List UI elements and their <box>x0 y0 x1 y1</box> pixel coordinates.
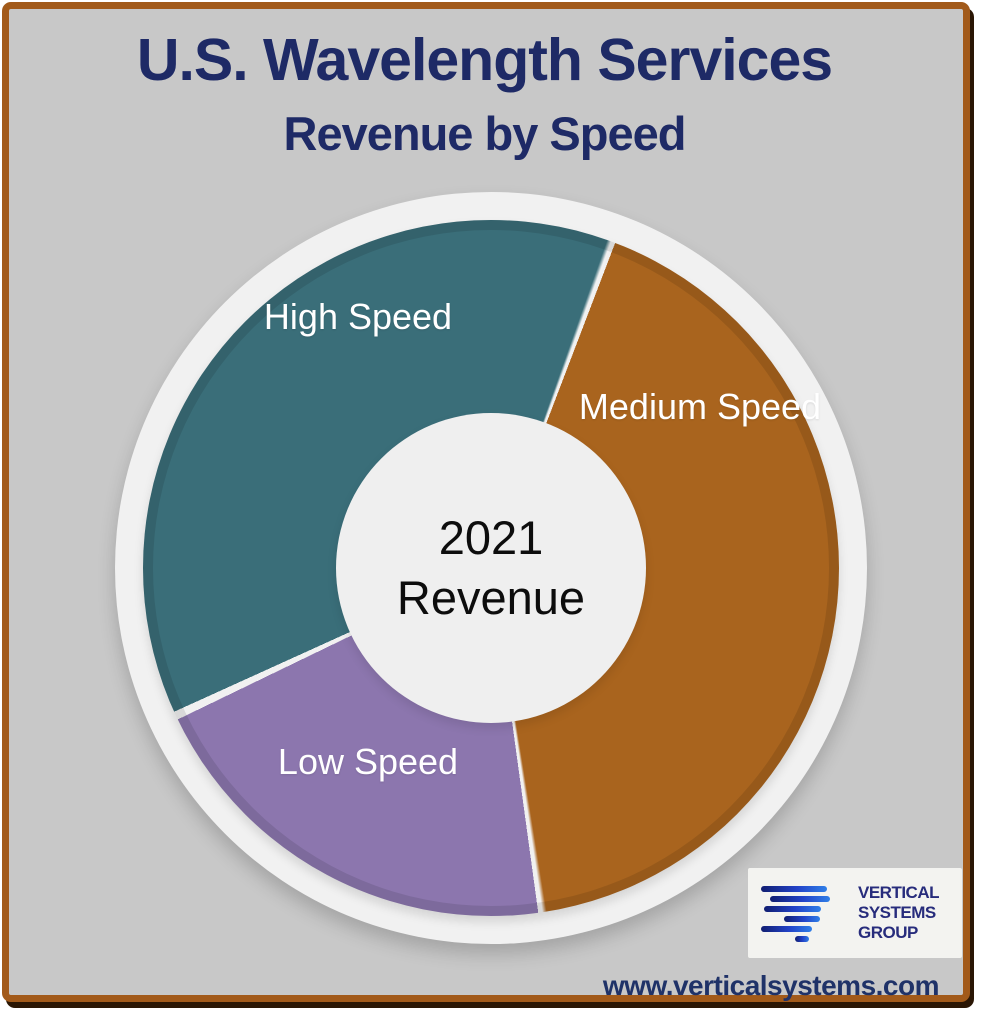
donut-center-hole: 2021 Revenue <box>336 413 646 723</box>
slice-label-low-speed: Low Speed <box>277 741 459 782</box>
slice-label-high-speed: High Speed <box>263 296 453 337</box>
logo-bar-icon <box>764 906 821 912</box>
logo-line-systems: SYSTEMS <box>858 903 936 922</box>
center-label-year: 2021 <box>438 510 544 564</box>
logo-bar-icon <box>795 936 809 942</box>
logo-line-vertical: VERTICAL <box>858 883 940 902</box>
logo-bar-icon <box>761 886 827 892</box>
logo-bar-icon <box>770 896 830 902</box>
logo-bar-icon <box>761 926 812 932</box>
slice-label-medium-speed: Medium Speed <box>578 386 822 427</box>
website-url: www.verticalsystems.com <box>602 970 940 1001</box>
logo-line-group: GROUP <box>858 923 918 942</box>
logo-bar-icon <box>784 916 820 922</box>
vertical-systems-group-logo: VERTICAL SYSTEMS GROUP <box>748 868 962 958</box>
center-label-revenue: Revenue <box>396 571 586 624</box>
chart-title: U.S. Wavelength Services <box>136 27 833 93</box>
logo-wordmark: VERTICAL SYSTEMS GROUP <box>858 883 940 943</box>
chart-subtitle: Revenue by Speed <box>283 107 687 160</box>
